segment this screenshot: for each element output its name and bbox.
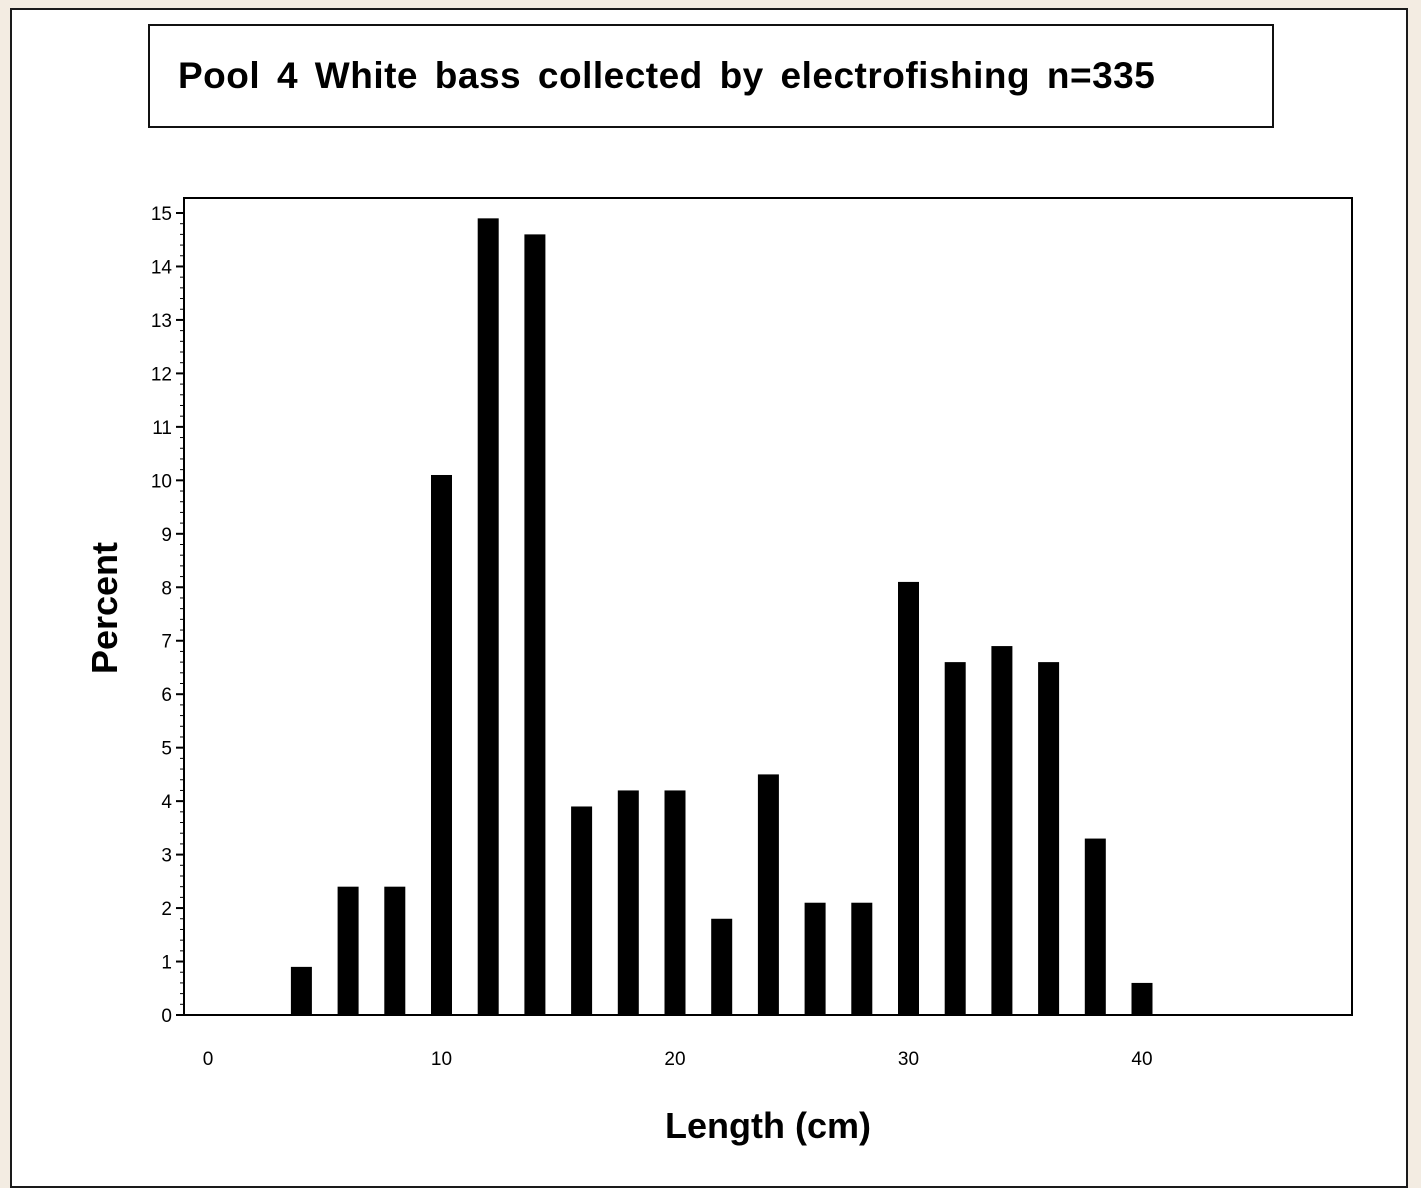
y-tick-label: 13	[151, 311, 172, 332]
bar	[431, 474, 452, 1015]
bar-series	[290, 218, 1153, 1016]
y-tick-label: 15	[151, 204, 172, 225]
y-tick-label: 7	[161, 632, 172, 653]
bar	[757, 774, 779, 1015]
y-tick-label: 10	[151, 471, 172, 492]
x-tick-label: 20	[664, 1049, 685, 1070]
bar	[477, 218, 499, 1015]
x-axis: 0 10 20 30 40	[203, 1049, 1153, 1070]
bar	[898, 581, 919, 1015]
bar	[1084, 838, 1106, 1015]
bar	[664, 790, 686, 1015]
x-axis-title: Length (cm)	[665, 1105, 871, 1146]
bar	[851, 902, 873, 1015]
y-tick-label: 4	[161, 792, 172, 813]
bar	[991, 646, 1013, 1015]
bar	[804, 902, 826, 1015]
y-tick-label: 5	[161, 739, 172, 760]
y-tick-label: 12	[151, 364, 172, 385]
bar	[384, 886, 406, 1015]
bar	[571, 806, 593, 1015]
y-axis-title: Percent	[84, 542, 125, 674]
x-tick-label: 0	[203, 1049, 214, 1070]
chart-title-box: Pool 4 White bass collected by electrofi…	[148, 24, 1274, 128]
y-tick-label: 8	[161, 578, 172, 599]
chart-title: Pool 4 White bass collected by electrofi…	[178, 55, 1156, 96]
bar	[290, 966, 312, 1015]
y-tick-label: 0	[161, 1006, 172, 1027]
bar	[524, 234, 546, 1016]
bar	[711, 918, 733, 1015]
y-tick-label: 3	[161, 846, 172, 867]
x-tick-label: 40	[1131, 1049, 1152, 1070]
y-tick-label: 1	[161, 953, 172, 974]
x-tick-label: 10	[431, 1049, 452, 1070]
x-tick-label: 30	[898, 1049, 919, 1070]
y-tick-label: 6	[161, 685, 172, 706]
bar	[1131, 982, 1153, 1015]
y-tick-label: 11	[152, 418, 172, 439]
bar	[337, 886, 359, 1015]
bar	[944, 662, 966, 1015]
y-tick-label: 14	[151, 257, 173, 278]
y-tick-label: 9	[161, 525, 172, 546]
bar	[1038, 662, 1060, 1015]
bar	[617, 790, 639, 1015]
y-tick-label: 2	[161, 899, 172, 920]
